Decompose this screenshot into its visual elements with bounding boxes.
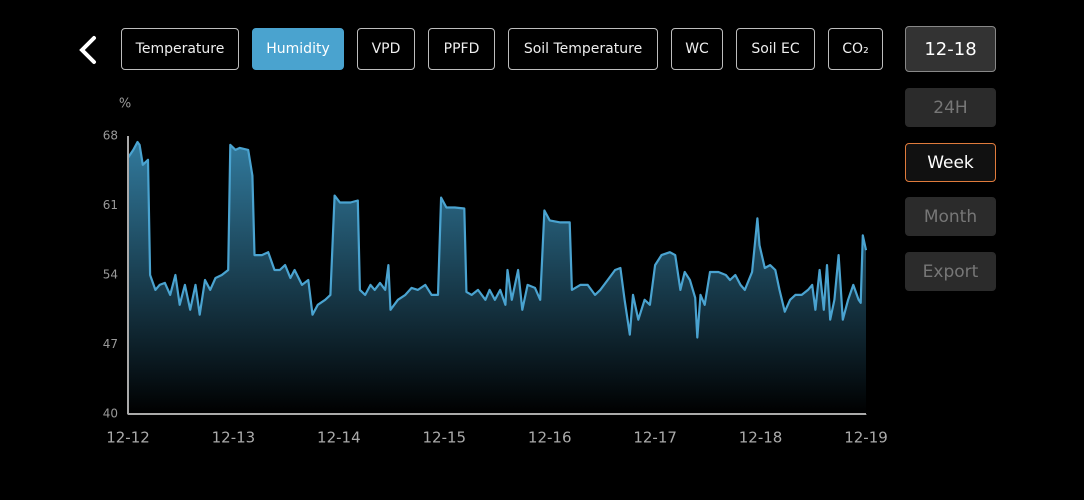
y-tick-label: 61 [103,198,118,212]
range-button[interactable]: Month [905,197,996,236]
line [127,140,868,339]
tab[interactable]: Temperature [121,28,239,70]
export-button[interactable]: Export [905,252,996,291]
tab[interactable]: CO₂ [828,28,883,70]
x-tick-label: 12-18 [739,429,783,447]
x-tick-label: 12-19 [844,429,888,447]
y-tick-label: 68 [103,129,118,143]
tab[interactable]: WC [671,28,723,70]
area-fill [128,142,866,414]
x-tick-label: 12-16 [528,429,572,447]
back-button[interactable] [70,30,110,70]
y-tick-label: 40 [103,407,118,421]
tab[interactable]: VPD [357,28,415,70]
tab[interactable]: PPFD [428,28,495,70]
x-tick-label: 12-12 [106,429,150,447]
range-button[interactable]: 24H [905,88,996,127]
date-button[interactable]: 12-18 [905,26,996,72]
tab[interactable]: Humidity [252,28,344,70]
y-tick-label: 47 [103,337,118,351]
x-tick-label: 12-14 [317,429,361,447]
chart: % 40 47 54 61 68 12-12 12-13 12-14 12-15 12-16 12-… [103,97,888,447]
range-button[interactable]: Week [905,143,996,182]
x-tick-label: 12-15 [422,429,466,447]
tab[interactable]: Soil EC [736,28,815,70]
y-unit: % [119,97,131,112]
back-icon [79,36,96,64]
tab[interactable]: Soil Temperature [508,28,658,70]
x-tick-label: 12-17 [633,429,677,447]
x-tick-label: 12-13 [212,429,256,447]
y-tick-label: 54 [103,268,118,282]
